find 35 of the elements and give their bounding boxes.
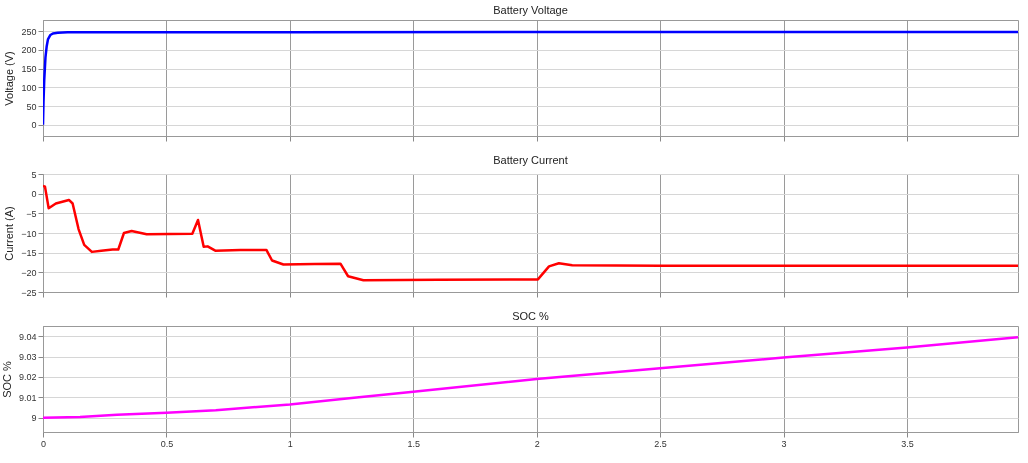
x-tick-label: 3 (781, 438, 787, 449)
y-axis-title: Current (A) (3, 206, 16, 261)
y-tick-label: −20 (21, 267, 37, 278)
line-series (43, 30, 1018, 127)
y-axis-title: SOC % (0, 360, 13, 398)
chart-title: Battery Current (493, 154, 568, 166)
line-series (43, 184, 1018, 282)
x-tick-label: 0.5 (160, 438, 174, 449)
y-tick-label: 0 (31, 120, 37, 131)
y-tick-label: −25 (21, 287, 37, 298)
y-tick-label: 9.03 (18, 352, 37, 363)
y-tick-label: 9.04 (18, 331, 37, 342)
y-tick-label: 100 (21, 82, 37, 93)
x-tick-label: 1.5 (407, 438, 421, 449)
x-tick-label: 3.5 (901, 438, 914, 449)
y-tick-label: 9.02 (18, 372, 37, 383)
y-tick-label: −15 (21, 248, 37, 259)
x-tick-label: 0 (40, 438, 47, 449)
y-tick-label: 50 (26, 101, 37, 112)
y-tick-label: 250 (21, 26, 37, 37)
x-tick-label: 1 (287, 438, 293, 449)
y-tick-label: −5 (26, 208, 37, 219)
y-tick-label: −10 (21, 228, 37, 239)
x-tick-label: 2.5 (654, 438, 667, 449)
y-tick-label: 150 (21, 64, 37, 75)
chart-title: Battery Voltage (493, 4, 568, 16)
line-series (43, 335, 1018, 419)
y-axis-title: Voltage (V) (3, 51, 16, 106)
x-tick-label: 2 (534, 438, 540, 449)
y-tick-label: 0 (31, 189, 37, 200)
y-tick-label: 9.01 (18, 392, 37, 403)
y-tick-label: 5 (31, 169, 37, 180)
chart-title: SOC % (512, 310, 550, 322)
y-tick-label: 200 (21, 45, 37, 56)
y-tick-label: 9 (31, 413, 37, 424)
